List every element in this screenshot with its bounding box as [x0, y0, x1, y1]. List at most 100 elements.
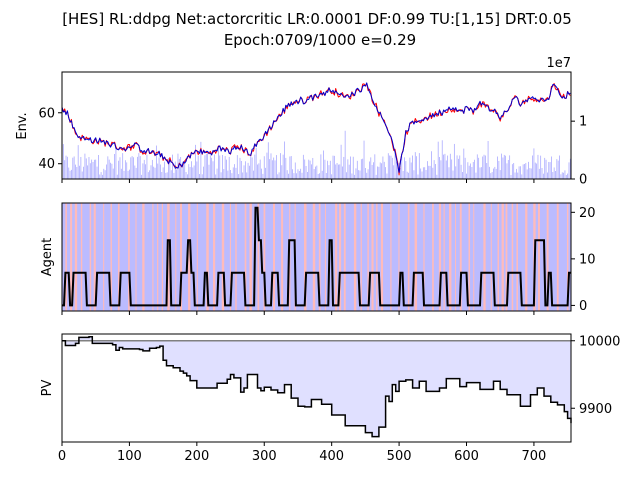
agent-highlight-band: [516, 203, 518, 311]
agent-highlight-band: [339, 203, 342, 311]
pv-right-y-ticks: 9900 10000: [571, 334, 620, 417]
agent-highlight-band: [468, 203, 471, 311]
agent-y-axis-label: Agent: [40, 238, 55, 276]
env-y-ticks: 40 60: [38, 106, 62, 172]
agent-highlight-band: [367, 203, 369, 311]
agent-highlight-band: [196, 203, 198, 311]
agent-highlight-band: [566, 203, 569, 311]
env-price-line-blue: [61, 82, 571, 173]
agent-highlight-band: [257, 203, 260, 311]
agent-background: [62, 203, 571, 311]
pv-value-line: [62, 335, 572, 438]
x-tick-label: 300: [252, 449, 277, 464]
env-volume-bars: [61, 130, 571, 179]
x-tick-label: 400: [319, 449, 344, 464]
agent-highlight-band: [157, 203, 159, 311]
agent-highlight-band: [490, 203, 492, 311]
agent-highlight-band: [273, 203, 275, 311]
pv-y-axis-label: PV: [40, 380, 55, 397]
agent-highlight-band: [213, 203, 216, 311]
x-tick-label: 0: [58, 449, 66, 464]
y-tick-label: 10000: [579, 334, 620, 349]
x-tick-label: 600: [454, 449, 479, 464]
agent-highlight-band: [175, 203, 177, 311]
agent-highlight-band: [497, 203, 500, 311]
agent-highlight-band: [335, 203, 338, 311]
agent-highlight-band: [179, 203, 183, 311]
agent-highlight-band: [407, 203, 410, 311]
agent-highlight-band: [74, 203, 78, 311]
env-plot-frame: [61, 71, 572, 180]
agent-highlight-band: [556, 203, 559, 311]
env-x-ticks: [61, 179, 535, 183]
agent-highlight-band: [249, 203, 252, 311]
agent-highlight-band: [360, 203, 362, 311]
agent-highlight-band: [93, 203, 96, 311]
agent-highlight-band: [312, 203, 316, 311]
agent-highlight-band: [432, 203, 434, 311]
x-tick-label: 200: [184, 449, 209, 464]
chart-title-line1: [HES] RL:ddpg Net:actorcritic LR:0.0001 …: [62, 10, 572, 28]
agent-highlight-band: [525, 203, 528, 311]
env-y-axis-label: Env.: [15, 112, 30, 139]
agent-highlight-band: [546, 203, 549, 311]
agent-highlight-band: [380, 203, 384, 311]
agent-right-y-ticks: 0 10 20: [571, 206, 596, 314]
agent-highlight-band: [459, 203, 462, 311]
pv-fill-area: [62, 336, 571, 437]
agent-highlight-band: [376, 203, 378, 311]
y-tick-label: 20: [579, 206, 596, 221]
pv-plot-frame: [61, 333, 572, 443]
chart-title-line2: Epoch:0709/1000 e=0.29: [224, 31, 416, 49]
agent-highlight-band: [398, 203, 400, 311]
agent-panel: 0 10 20 Agent: [40, 202, 596, 315]
agent-highlight-band: [161, 203, 163, 311]
y-tick-label: 0: [579, 173, 587, 188]
agent-highlight-band: [110, 203, 112, 311]
env-price-line-red: [61, 83, 571, 176]
agent-highlight-band: [80, 203, 83, 311]
agent-highlight-band: [103, 203, 105, 311]
y-tick-label: 40: [38, 157, 55, 172]
agent-highlight-band: [423, 203, 425, 311]
y-tick-label: 60: [38, 106, 55, 121]
agent-highlight-band: [117, 203, 120, 311]
agent-highlight-band: [142, 203, 145, 311]
y-tick-label: 10: [579, 252, 596, 267]
agent-highlight-band: [229, 203, 232, 311]
pv-panel: 9900 10000 0 100 200 300 400 500 600 700 PV: [40, 333, 620, 464]
agent-highlight-band: [244, 203, 247, 311]
agent-highlight-band: [235, 203, 237, 311]
pv-x-ticks: 0 100 200 300 400 500 600 700: [58, 442, 546, 464]
agent-highlight-band: [501, 203, 504, 311]
agent-highlight-band: [343, 203, 346, 311]
agent-highlight-band: [414, 203, 418, 311]
agent-highlight-band: [318, 203, 321, 311]
agent-highlight-band: [511, 203, 514, 311]
agent-highlight-band: [537, 203, 540, 311]
agent-highlight-band: [221, 203, 225, 311]
agent-highlight-band: [70, 203, 73, 311]
agent-highlight-band: [438, 203, 442, 311]
agent-action-line: [62, 206, 571, 307]
agent-highlight-bands: [65, 203, 569, 311]
y-tick-label: 1: [579, 115, 587, 130]
agent-highlight-band: [128, 203, 130, 311]
agent-highlight-band: [483, 203, 486, 311]
agent-highlight-band: [448, 203, 452, 311]
agent-highlight-band: [353, 203, 357, 311]
y-tick-label: 0: [579, 299, 587, 314]
env-right-offset-label: 1e7: [546, 56, 571, 71]
agent-highlight-band: [263, 203, 266, 311]
x-tick-label: 500: [387, 449, 412, 464]
agent-highlight-band: [281, 203, 284, 311]
agent-plot-frame: [61, 202, 572, 312]
agent-highlight-band: [89, 203, 92, 311]
agent-highlight-band: [152, 203, 154, 311]
agent-highlight-band: [455, 203, 457, 311]
agent-highlight-band: [135, 203, 137, 311]
y-tick-label: 9900: [579, 402, 612, 417]
env-panel: 40 60 0 1 1e7 Env.: [15, 56, 587, 188]
agent-highlight-band: [371, 203, 374, 311]
